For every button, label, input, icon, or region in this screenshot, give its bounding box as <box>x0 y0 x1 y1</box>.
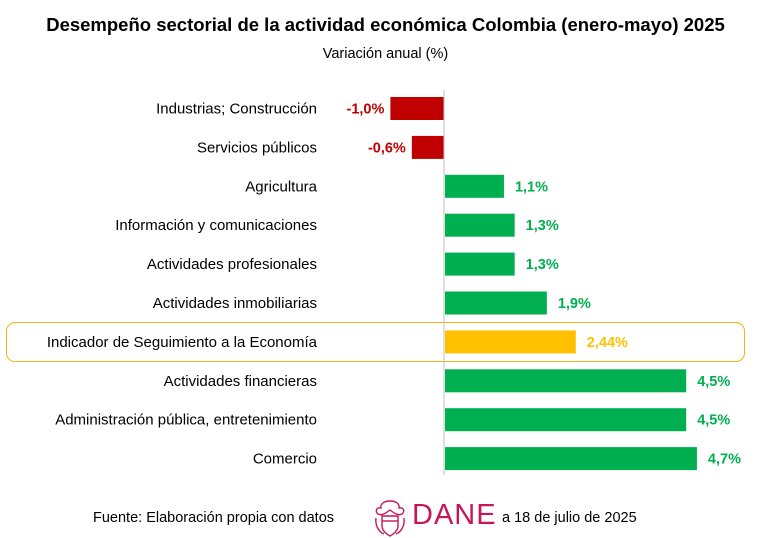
value-label: 4,7% <box>708 452 741 468</box>
category-label: Información y comunicaciones <box>115 217 317 234</box>
category-label: Actividades inmobiliarias <box>153 295 317 312</box>
bar <box>445 369 687 393</box>
highlight-frame <box>6 322 745 362</box>
value-label: 1,1% <box>515 179 548 195</box>
category-label: Industrias; Construcción <box>156 101 317 118</box>
value-label: 4,5% <box>697 374 730 390</box>
bar-chart: Industrias; Construcción -1,0% Servicios p… <box>47 90 741 475</box>
bar <box>445 174 504 198</box>
source-text: Fuente: Elaboración propia con datos <box>93 510 335 526</box>
bar <box>411 135 444 159</box>
source-date-text: a 18 de julio de 2025 <box>502 510 637 526</box>
category-label: Indicador de Seguimiento a la Economía <box>47 334 318 351</box>
dane-emblem-icon <box>375 500 405 537</box>
chart-subtitle: Variación anual (%) <box>322 46 449 62</box>
bar <box>445 447 697 471</box>
bar <box>445 213 515 237</box>
value-label: 1,3% <box>526 257 559 273</box>
bar <box>445 252 515 276</box>
category-label: Servicios públicos <box>197 139 317 156</box>
value-label: 2,44% <box>587 335 628 351</box>
value-label: 4,5% <box>697 413 730 429</box>
category-label: Administración pública, entretenimiento <box>55 412 317 429</box>
value-label: 1,9% <box>558 296 591 312</box>
value-label: -1,0% <box>347 102 385 118</box>
chart-title: Desempeño sectorial de la actividad econ… <box>46 14 725 35</box>
category-label: Agricultura <box>245 178 317 195</box>
bar <box>390 97 444 120</box>
value-label: -0,6% <box>368 140 406 156</box>
category-label: Comercio <box>253 451 317 468</box>
value-label: 1,3% <box>526 218 559 234</box>
category-label: Actividades profesionales <box>147 256 317 273</box>
bar <box>445 408 687 432</box>
dane-logo-text: DANE <box>412 499 497 531</box>
bar <box>445 330 576 354</box>
category-label: Actividades financieras <box>164 373 317 390</box>
bar <box>445 291 547 315</box>
